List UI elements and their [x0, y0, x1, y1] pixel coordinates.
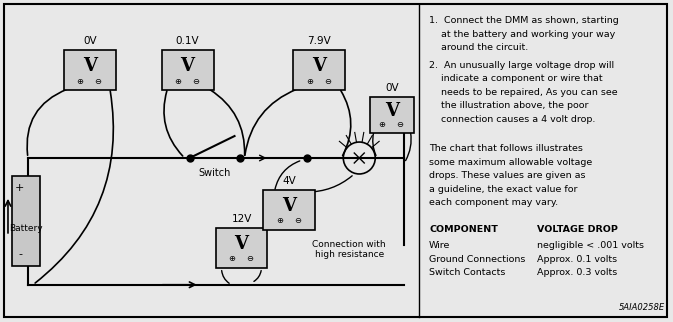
Text: 1.  Connect the DMM as shown, starting: 1. Connect the DMM as shown, starting: [429, 16, 619, 25]
Text: drops. These values are given as: drops. These values are given as: [429, 171, 586, 180]
Bar: [64, 50, 116, 90]
Text: needs to be repaired, As you can see: needs to be repaired, As you can see: [429, 88, 618, 97]
Text: ⊖: ⊖: [294, 216, 301, 225]
Text: connection causes a 4 volt drop.: connection causes a 4 volt drop.: [429, 115, 596, 124]
Bar: [162, 50, 213, 90]
Bar: [12, 176, 40, 266]
Text: indicate a component or wire that: indicate a component or wire that: [429, 74, 603, 83]
Text: The chart that follows illustrates: The chart that follows illustrates: [429, 144, 583, 153]
Text: the illustration above, the poor: the illustration above, the poor: [429, 101, 589, 110]
Text: ⊕: ⊕: [174, 77, 181, 86]
Text: +: +: [15, 183, 25, 193]
Text: Approx. 0.1 volts: Approx. 0.1 volts: [537, 255, 617, 264]
Text: ⊖: ⊖: [94, 77, 102, 86]
Bar: [215, 228, 267, 268]
Bar: [263, 190, 316, 230]
Text: each component may vary.: each component may vary.: [429, 198, 558, 207]
Text: V: V: [312, 57, 326, 75]
Text: ⊕: ⊕: [76, 77, 83, 86]
Text: 4V: 4V: [283, 176, 296, 186]
Text: around the circuit.: around the circuit.: [429, 43, 528, 52]
Text: at the battery and working your way: at the battery and working your way: [429, 30, 615, 39]
Text: negligible < .001 volts: negligible < .001 volts: [537, 241, 644, 250]
Text: 5AIA0258E: 5AIA0258E: [618, 303, 665, 312]
Text: COMPONENT: COMPONENT: [429, 225, 498, 234]
Text: ⊖: ⊖: [324, 77, 331, 86]
Text: ⊕: ⊕: [276, 216, 283, 225]
Text: Connection with
high resistance: Connection with high resistance: [312, 240, 386, 259]
Text: 12V: 12V: [232, 214, 252, 224]
Text: Ground Connections: Ground Connections: [429, 255, 526, 264]
Text: V: V: [283, 197, 296, 215]
Text: 2.  An unusually large voltage drop will: 2. An unusually large voltage drop will: [429, 61, 614, 70]
Text: Switch Contacts: Switch Contacts: [429, 268, 505, 277]
Text: ⊖: ⊖: [396, 119, 404, 128]
Bar: [370, 97, 414, 133]
Text: V: V: [180, 57, 194, 75]
Text: 0.1V: 0.1V: [176, 36, 199, 46]
Text: a guideline, the exact value for: a guideline, the exact value for: [429, 185, 577, 194]
Text: ⊕: ⊕: [379, 119, 386, 128]
Text: -: -: [18, 249, 22, 259]
Text: ⊕: ⊕: [228, 254, 235, 263]
Text: V: V: [234, 235, 248, 253]
Text: Approx. 0.3 volts: Approx. 0.3 volts: [537, 268, 617, 277]
Text: 7.9V: 7.9V: [308, 36, 331, 46]
Text: Battery: Battery: [9, 224, 43, 233]
Text: V: V: [385, 102, 399, 120]
Text: ⊖: ⊖: [192, 77, 199, 86]
Text: ⊖: ⊖: [246, 254, 253, 263]
Text: V: V: [83, 57, 97, 75]
Bar: [293, 50, 345, 90]
Text: 0V: 0V: [83, 36, 97, 46]
Text: 0V: 0V: [386, 83, 399, 93]
Text: some maximum allowable voltage: some maximum allowable voltage: [429, 158, 592, 167]
Text: ⊕: ⊕: [306, 77, 313, 86]
Text: Switch: Switch: [199, 168, 231, 178]
Text: Wire: Wire: [429, 241, 450, 250]
Text: VOLTAGE DROP: VOLTAGE DROP: [537, 225, 618, 234]
